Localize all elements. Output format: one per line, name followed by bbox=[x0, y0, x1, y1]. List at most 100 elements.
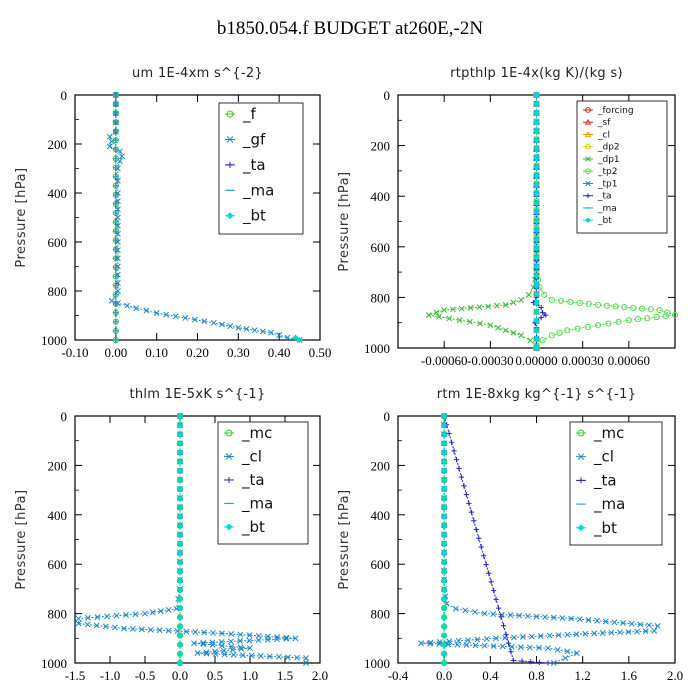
data-point bbox=[533, 254, 540, 261]
data-point bbox=[239, 652, 246, 659]
data-point bbox=[156, 627, 163, 634]
legend: _forcing _sf _cl _dp2 _dp1 _tp2 _tp1 _ta _ma _bt bbox=[576, 100, 668, 234]
data-point bbox=[533, 110, 540, 117]
data-point bbox=[585, 617, 592, 623]
data-point bbox=[456, 317, 463, 324]
legend-entry-label: _ta bbox=[593, 471, 617, 490]
data-point bbox=[163, 311, 170, 318]
data-point bbox=[436, 313, 442, 320]
legend-entry-label: _forcing bbox=[597, 106, 634, 116]
data-point bbox=[176, 632, 184, 639]
data-point bbox=[201, 629, 208, 636]
data-point bbox=[418, 640, 425, 647]
legend-box bbox=[217, 421, 309, 545]
data-point bbox=[111, 624, 118, 631]
data-point bbox=[227, 638, 234, 645]
data-point bbox=[671, 312, 679, 319]
data-point bbox=[251, 327, 258, 334]
data-point bbox=[441, 412, 448, 420]
data-point bbox=[533, 335, 540, 342]
data-point bbox=[517, 644, 524, 651]
legend-marker bbox=[577, 524, 585, 532]
data-point bbox=[441, 513, 448, 520]
data-point bbox=[608, 629, 615, 636]
data-point bbox=[209, 639, 216, 646]
data-point bbox=[637, 621, 644, 628]
data-point bbox=[212, 650, 219, 657]
data-point bbox=[654, 622, 661, 629]
data-point bbox=[104, 613, 110, 620]
data-point bbox=[605, 320, 612, 327]
data-point bbox=[505, 640, 512, 646]
legend-entry-label: _cl bbox=[241, 447, 262, 466]
data-point bbox=[472, 642, 479, 649]
data-point bbox=[533, 173, 540, 180]
data-point bbox=[176, 541, 184, 548]
data-point bbox=[113, 612, 120, 619]
data-point bbox=[284, 654, 291, 661]
data-point bbox=[486, 570, 492, 576]
data-point bbox=[564, 648, 571, 655]
panel-rtm: rtm 1E-8xkg kg^{-1} s^{-1} Pressure [hPa]… bbox=[337, 387, 683, 683]
data-point bbox=[436, 639, 443, 645]
y-tick-label: 800 bbox=[48, 284, 68, 299]
data-point bbox=[662, 313, 669, 320]
data-point bbox=[200, 641, 207, 648]
data-point bbox=[176, 595, 184, 602]
data-point bbox=[458, 305, 465, 312]
data-point bbox=[556, 329, 563, 336]
panel-title: rtpthlp 1E-4x(kg K)/(kg s) bbox=[450, 66, 623, 81]
legend-marker bbox=[226, 110, 234, 118]
legend-entry-label: _ta bbox=[242, 156, 266, 175]
data-point bbox=[574, 325, 581, 332]
data-point bbox=[441, 614, 448, 621]
data-point bbox=[194, 650, 201, 657]
data-point bbox=[176, 431, 184, 438]
data-point bbox=[133, 305, 140, 312]
data-point bbox=[102, 623, 109, 630]
data-point bbox=[462, 607, 469, 614]
data-point bbox=[481, 610, 488, 617]
legend-entry-label: _tp1 bbox=[597, 179, 617, 189]
data-point bbox=[481, 642, 488, 649]
x-tick-label: -0.10 bbox=[61, 345, 88, 360]
y-tick-label: 1000 bbox=[41, 656, 67, 671]
legend-entry-label: _dp1 bbox=[597, 155, 620, 165]
legend-entry-label: _ma bbox=[242, 181, 274, 200]
data-point bbox=[441, 477, 448, 484]
panel-um: um 1E-4xm s^{-2} Pressure [hPa] 0 200 400 600… bbox=[14, 66, 331, 360]
data-point bbox=[466, 500, 472, 506]
data-point bbox=[502, 302, 509, 308]
data-point bbox=[436, 640, 443, 647]
series-markers-bt bbox=[533, 91, 540, 352]
data-point bbox=[533, 317, 540, 324]
data-point bbox=[143, 307, 150, 314]
data-point bbox=[203, 650, 210, 657]
data-point bbox=[488, 579, 494, 585]
legend-marker bbox=[584, 118, 592, 125]
data-point bbox=[533, 613, 540, 620]
y-tick-label: 0 bbox=[384, 88, 391, 103]
data-point bbox=[427, 640, 434, 647]
data-point bbox=[533, 326, 540, 333]
data-point bbox=[176, 531, 184, 538]
data-point bbox=[576, 299, 583, 307]
panel-title: rtm 1E-8xkg kg^{-1} s^{-1} bbox=[437, 387, 637, 402]
data-point bbox=[441, 559, 448, 566]
data-point bbox=[653, 314, 660, 321]
data-point bbox=[533, 91, 540, 99]
legend: _f _gf _ta _ma _bt bbox=[218, 102, 304, 235]
legend-marker bbox=[578, 477, 584, 484]
data-point bbox=[525, 291, 532, 298]
data-point bbox=[541, 291, 548, 298]
legend-marker bbox=[227, 161, 233, 168]
data-point bbox=[611, 619, 618, 626]
data-point bbox=[533, 344, 540, 352]
data-point bbox=[248, 652, 255, 659]
data-point bbox=[228, 631, 235, 637]
legend-marker bbox=[585, 168, 591, 175]
data-point bbox=[485, 303, 492, 310]
x-tick-label: 0.40 bbox=[268, 345, 291, 360]
data-point bbox=[124, 302, 131, 309]
data-point bbox=[259, 328, 266, 335]
